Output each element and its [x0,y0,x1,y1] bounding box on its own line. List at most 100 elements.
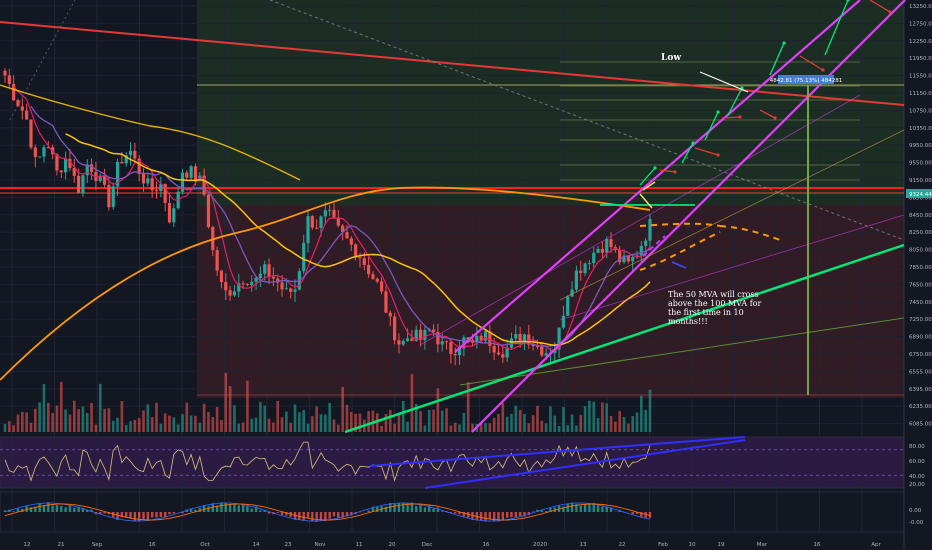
projection-arrow [824,0,849,56]
volume-bar [393,423,396,432]
volume-bar [159,423,163,432]
macd-bar [553,507,556,512]
macd-bar [150,512,154,518]
volume-bar [146,404,150,432]
volume-bar [237,423,241,432]
candle-body [626,255,630,262]
macd-bar [367,510,370,512]
volume-bar [401,401,405,432]
macd-bar [241,504,245,512]
projection-arrow [759,109,776,119]
volume-bar [124,425,128,432]
candle-body [180,172,185,192]
macd-bar [202,505,206,512]
candle-body [332,209,336,218]
volume-bar [94,424,98,432]
macd-bar [285,512,288,516]
volume-bar [497,414,500,432]
macd-bar [531,511,535,512]
candle-body [224,282,228,291]
macd-bar [488,512,492,519]
rsi-band [0,437,904,488]
macd-bar [254,506,258,512]
candle-body [362,258,366,265]
volume-bar [224,372,228,432]
volume-bar [640,395,643,432]
macd-bar [523,512,526,517]
volume-bar [635,412,639,432]
macd-bar [583,504,587,512]
arrow-head [782,41,786,45]
ma-200-line [0,186,651,381]
candle-body [423,330,427,341]
candle-body [167,202,172,223]
macd-bar [514,512,518,518]
time-tick-label: 16 [149,542,156,548]
macd-bar [640,512,643,518]
time-tick-label: 11 [356,542,363,548]
candle-body [410,338,414,341]
volume-bar [570,414,574,432]
projection-arrow [721,116,741,119]
volume-bar [588,400,591,432]
candle-body [185,172,189,178]
projection-arrow [659,169,676,173]
candle-body [7,75,11,84]
macd-bar [25,506,28,512]
price-tick-label: 6555.00 [909,369,932,375]
volume-bar [306,423,310,432]
price-tick-label: 6890.00 [909,335,932,341]
volume-bar [583,406,587,432]
time-tick-label: 10 [689,542,696,548]
macd-bar [86,510,89,512]
candle-body [146,178,150,184]
candle-body [202,175,206,195]
time-tick-label: 23 [285,542,292,548]
macd-bar [384,506,388,512]
candle-body [55,154,59,171]
volume-bar [471,423,474,432]
macd-bar [280,512,284,515]
candle-body [488,331,492,346]
candle-body [102,175,107,185]
long-term-downtrend [0,21,905,106]
projection-purple [642,235,666,257]
volume-bar [185,402,189,432]
candle-body [206,194,211,227]
candle-body [280,282,284,290]
macd-bar [250,508,253,512]
price-tick-label: 11950.00 [909,56,932,62]
candle-body [453,353,457,356]
candle-body [29,119,33,148]
macd-bar [129,512,132,519]
macd-bar [116,512,119,520]
candle-body [392,316,397,341]
volume-bar [64,409,67,432]
target-zone-green [197,0,904,205]
volume-bar [85,412,89,432]
macd-bar [306,512,310,519]
candle-body [172,208,176,223]
channel-lower [471,0,906,433]
price-tick-label: 7250.00 [909,317,932,323]
macd-bar [267,512,271,514]
time-tick-label: Feb [658,542,668,548]
volume-bar [267,418,271,432]
candle-body [293,289,297,292]
macd-bar [397,503,401,512]
volume-bar [609,416,613,432]
macd-bar [402,503,405,512]
candle-body [20,106,24,111]
volume-bar [298,412,301,432]
volume-bar [207,412,210,432]
time-tick-label: Oct [200,542,210,548]
volume-bar [458,424,461,432]
volume-bar [150,417,154,432]
volume-bar [622,417,626,432]
volume-bar [562,407,565,432]
candle-body [375,278,379,282]
candle-body [414,329,418,341]
candle-body [328,209,332,211]
volume-bar [111,420,115,432]
